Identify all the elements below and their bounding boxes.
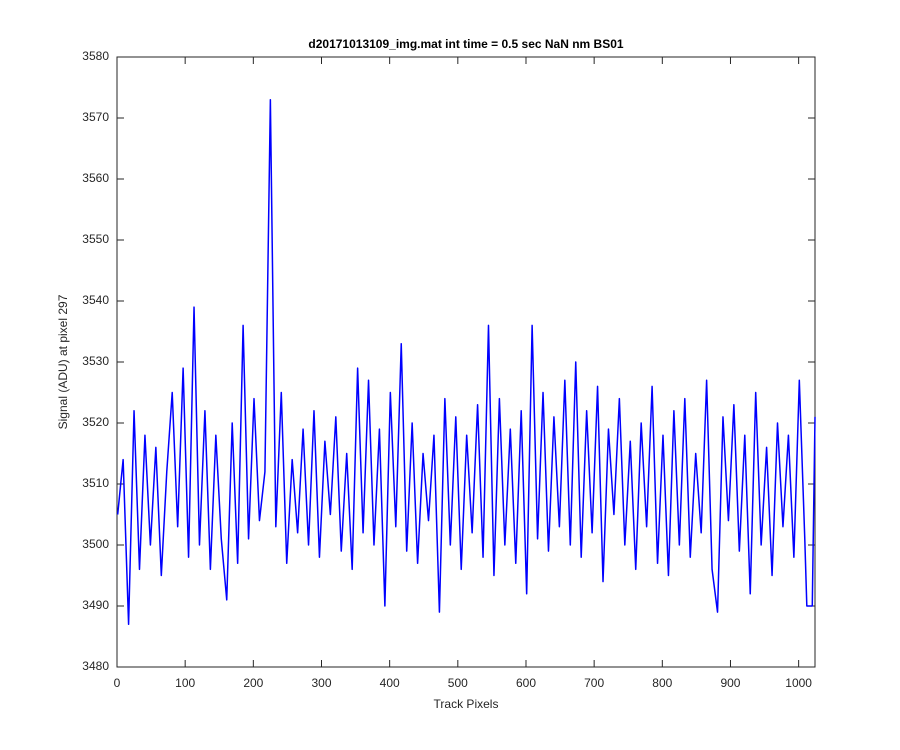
y-tick-label: 3530	[82, 354, 109, 368]
x-tick-label: 0	[114, 676, 121, 690]
x-tick-label: 400	[380, 676, 400, 690]
x-tick-label: 100	[175, 676, 195, 690]
x-axis-label: Track Pixels	[434, 697, 499, 711]
chart-title: d20171013109_img.mat int time = 0.5 sec …	[308, 37, 623, 51]
x-tick-label: 900	[720, 676, 740, 690]
y-tick-label: 3570	[82, 110, 109, 124]
y-tick-label: 3550	[82, 232, 109, 246]
y-axis-label: Signal (ADU) at pixel 297	[56, 294, 70, 429]
y-tick-label: 3560	[82, 171, 109, 185]
data-line	[116, 98, 816, 626]
y-tick-label: 3500	[82, 537, 109, 551]
x-tick-label: 500	[448, 676, 468, 690]
x-tick-label: 200	[243, 676, 263, 690]
y-tick-label: 3520	[82, 415, 109, 429]
y-tick-label: 3490	[82, 598, 109, 612]
y-tick-label: 3540	[82, 293, 109, 307]
x-tick-label: 600	[516, 676, 536, 690]
plot-area	[116, 56, 816, 668]
x-tick-label: 300	[311, 676, 331, 690]
y-tick-label: 3510	[82, 476, 109, 490]
y-tick-label: 3480	[82, 659, 109, 673]
x-tick-label: 800	[652, 676, 672, 690]
y-tick-label: 3580	[82, 49, 109, 63]
x-tick-label: 700	[584, 676, 604, 690]
x-tick-label: 1000	[785, 676, 812, 690]
